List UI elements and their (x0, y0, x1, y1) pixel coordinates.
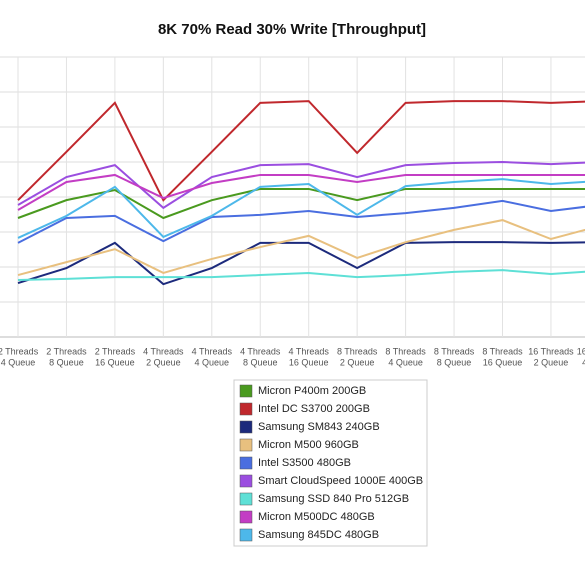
legend-swatch (239, 384, 253, 398)
series-line (17, 173, 585, 211)
series-line (17, 178, 585, 239)
x-tick-label: 16 Threads (577, 346, 585, 356)
legend-label: Samsung SM843 240GB (258, 421, 380, 433)
x-tick-label: 4 Threads (289, 346, 330, 356)
legend-swatch (239, 456, 253, 470)
x-tick-label: 4 Queue (195, 357, 230, 367)
x-tick-label: 2 Queue (146, 357, 181, 367)
x-tick-label: 8 Queue (437, 357, 472, 367)
legend-swatch (239, 438, 253, 452)
x-tick-label: 4 Queue (388, 357, 423, 367)
x-tick-label: 2 Queue (534, 357, 569, 367)
x-tick-label: 8 Queue (243, 357, 278, 367)
x-tick-label: 4 Threads (143, 346, 184, 356)
x-tick-label: 4 Queue (582, 357, 585, 367)
series-line (17, 269, 585, 281)
legend-label: Intel DC S3700 200GB (258, 403, 370, 415)
legend-swatch (239, 492, 253, 506)
legend-label: Micron M500DC 480GB (258, 511, 375, 523)
x-tick-label: 4 Queue (1, 357, 36, 367)
x-tick-label: 8 Threads (385, 346, 426, 356)
legend-label: Samsung SSD 840 Pro 512GB (258, 493, 409, 505)
x-tick-label: 16 Queue (483, 357, 523, 367)
legend-box (233, 379, 428, 547)
series-line (17, 199, 585, 244)
x-tick-label: 4 Threads (192, 346, 233, 356)
legend-swatch (239, 402, 253, 416)
legend-swatch (239, 528, 253, 542)
legend-swatch (239, 510, 253, 524)
series-line (17, 100, 585, 202)
x-tick-label: 8 Queue (49, 357, 84, 367)
x-tick-label: 2 Threads (46, 346, 87, 356)
legend-label: Micron M500 960GB (258, 439, 359, 451)
legend-label: Intel S3500 480GB (258, 457, 351, 469)
series-line (17, 160, 585, 210)
series-line (17, 241, 585, 286)
chart-title: 8K 70% Read 30% Write [Throughput] (158, 21, 426, 38)
series-line (17, 187, 585, 220)
legend-label: Micron P400m 200GB (258, 385, 366, 397)
legend-label: Samsung 845DC 480GB (258, 529, 379, 541)
x-tick-label: 2 Queue (340, 357, 375, 367)
x-tick-label: 8 Threads (482, 346, 523, 356)
legend-swatch (239, 420, 253, 434)
x-tick-label: 2 Threads (0, 346, 39, 356)
x-tick-label: 8 Threads (337, 346, 378, 356)
legend-label: Smart CloudSpeed 1000E 400GB (258, 475, 423, 487)
x-tick-label: 16 Threads (528, 346, 574, 356)
x-tick-label: 16 Queue (95, 357, 135, 367)
x-tick-label: 2 Threads (95, 346, 136, 356)
x-tick-label: 8 Threads (434, 346, 475, 356)
legend-swatch (239, 474, 253, 488)
x-tick-label: 4 Threads (240, 346, 281, 356)
x-tick-label: 16 Queue (289, 357, 329, 367)
series-line (17, 219, 585, 277)
